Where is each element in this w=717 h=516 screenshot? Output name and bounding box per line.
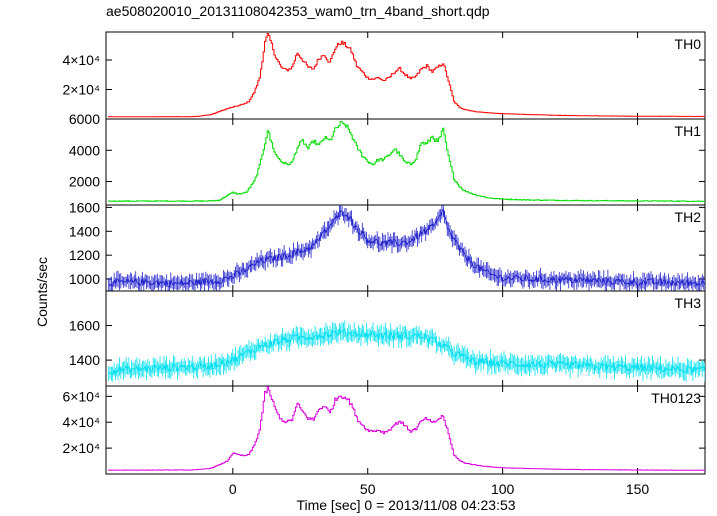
- x-axis-title: Time [sec] 0 = 2013/11/08 04:23:53: [296, 497, 515, 513]
- panel-label: TH2: [675, 209, 702, 225]
- chart-title: ae508020010_20131108042353_wam0_trn_4ban…: [106, 3, 490, 19]
- y-tick-label: 1600: [69, 318, 100, 334]
- series-th0: [108, 33, 705, 118]
- y-tick-label: 2×10⁴: [62, 440, 100, 456]
- series-line: [108, 33, 705, 118]
- y-tick-label: 2000: [69, 174, 100, 190]
- series-line: [108, 327, 705, 376]
- series-th1: [108, 121, 705, 202]
- y-tick-label: 4×10⁴: [62, 414, 100, 430]
- series-th2: [108, 205, 705, 291]
- series-th0123: [108, 386, 705, 471]
- panel-label: TH3: [675, 295, 702, 311]
- y-tick-label: 4000: [69, 142, 100, 158]
- y-tick-label: 1200: [69, 247, 100, 263]
- x-tick-label: 0: [229, 481, 237, 497]
- x-tick-label: 50: [360, 481, 376, 497]
- panel-label: TH0: [675, 36, 702, 52]
- panel-frame: [105, 385, 706, 475]
- panel-th0: 2×10⁴ 4×10⁴ TH0: [62, 31, 706, 120]
- series-line: [108, 121, 705, 202]
- error-bars: [108, 320, 705, 382]
- panel-th1: 2000 4000 6000 TH1: [69, 111, 706, 206]
- y-tick-label: 1400: [69, 352, 100, 368]
- series-line: [108, 386, 705, 471]
- x-tick-label: 150: [626, 481, 650, 497]
- panel-th0123: 2×10⁴ 4×10⁴ 6×10⁴ TH0123: [62, 385, 706, 475]
- y-tick-label: 1400: [69, 223, 100, 239]
- y-tick-label: 1000: [69, 271, 100, 287]
- panel-label: TH0123: [651, 390, 701, 406]
- y-tick-label: 1600: [69, 199, 100, 215]
- y-tick-label: 6×10⁴: [62, 388, 100, 404]
- series-line: [108, 208, 705, 288]
- y-tick-label: 2×10⁴: [62, 82, 100, 98]
- x-tick-label: 100: [491, 481, 515, 497]
- panel-th3: 1400 1600 TH3: [69, 290, 706, 387]
- series-th3: [108, 320, 705, 382]
- panel-frame: [105, 204, 706, 292]
- y-tick-label: 6000: [69, 111, 100, 127]
- panels: 2×10⁴4×10⁴TH0200040006000TH1100012001400…: [62, 31, 706, 497]
- y-tick-label: 4×10⁴: [62, 52, 100, 68]
- panel-label: TH1: [675, 123, 702, 139]
- y-axis-title: Counts/sec: [34, 257, 50, 327]
- panel-th2: 1000 1200 1400 1600 TH2: [69, 199, 706, 292]
